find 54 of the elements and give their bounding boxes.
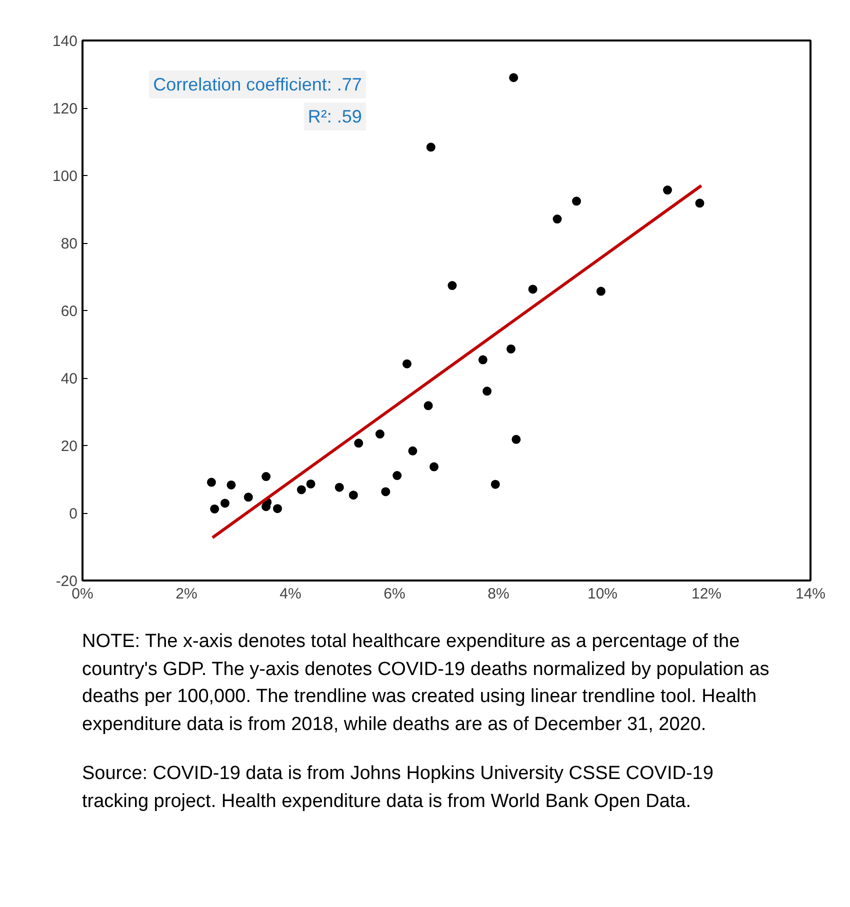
point <box>206 478 216 487</box>
point <box>572 196 581 206</box>
y-tick-label: 40 <box>60 370 78 388</box>
point <box>509 73 518 82</box>
point <box>262 472 271 482</box>
point <box>482 386 492 396</box>
x-tick-label: 14% <box>795 586 826 602</box>
point <box>424 401 433 410</box>
point <box>663 186 672 195</box>
y-tick-label: 60 <box>60 303 78 320</box>
annotation: R²: .59 <box>308 106 362 126</box>
point <box>426 142 436 152</box>
x-tick-label: 4% <box>280 586 302 602</box>
point <box>226 480 236 490</box>
x-tick-label: 8% <box>488 586 510 602</box>
point <box>596 286 606 296</box>
point <box>262 502 271 512</box>
x-tick-label: 10% <box>587 586 618 602</box>
point <box>528 284 538 294</box>
point <box>506 344 516 354</box>
point <box>381 487 390 496</box>
point <box>244 492 253 502</box>
point <box>296 485 306 494</box>
y-tick-label: 0 <box>69 506 78 522</box>
y-tick-label: 140 <box>52 33 78 50</box>
point <box>375 430 384 439</box>
point <box>478 355 488 364</box>
y-tick-label: 20 <box>60 438 78 455</box>
point <box>512 434 521 444</box>
point <box>210 504 220 514</box>
point <box>220 498 230 508</box>
y-tick-label: 120 <box>52 100 78 118</box>
point <box>273 504 282 514</box>
text: NOTE: The x-axis denotes total healthcare expenditure as a percentage of the country's GDP. The y-axis denotes COVID-19 deaths normalized by population as deaths per 100,000. The trendline was created using linear trendline tool. Health expenditure data is from 2018, while deaths are as of December 31, 2020. <box>82 630 770 737</box>
x-tick-label: 2% <box>176 586 198 602</box>
y-tick-label: 100 <box>52 168 78 185</box>
point <box>348 490 358 500</box>
point <box>430 462 439 472</box>
point <box>392 471 402 480</box>
x-tick-label: 12% <box>691 586 722 602</box>
annotation: Correlation coefficient: .77 <box>153 74 362 94</box>
x-tick-label: 0% <box>72 586 94 602</box>
point <box>552 214 562 224</box>
point <box>334 482 344 492</box>
point <box>448 281 457 290</box>
point <box>402 359 412 368</box>
y-tick-label: 80 <box>60 236 78 252</box>
point <box>695 198 704 208</box>
source-note: Source: COVID-19 data is from Johns Hopkins University CSSE COVID-19 tracking project. Health expenditure data is from World Bank Open Data. <box>82 762 714 814</box>
x-tick-label: 6% <box>384 586 406 602</box>
point <box>408 446 418 456</box>
point <box>490 480 500 489</box>
point <box>306 479 316 488</box>
point <box>354 438 364 448</box>
